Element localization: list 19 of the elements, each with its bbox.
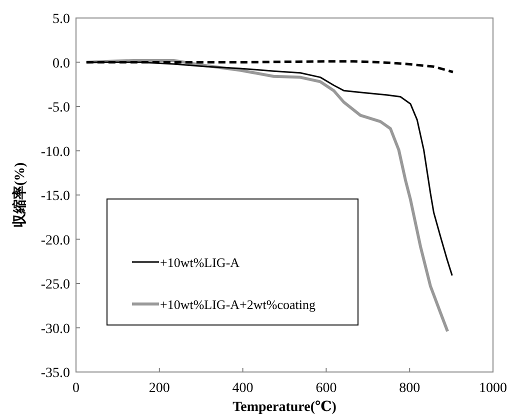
y-tick-label: -30.0 [40,322,70,337]
x-tick-label: 600 [316,381,337,396]
x-tick-label: 1000 [479,381,507,396]
y-tick-label: 0.0 [52,56,70,72]
y-axis-title: 収縮率(%) [11,162,28,228]
y-tick-label: -5.0 [48,100,70,116]
y-tick-label: -10.0 [40,144,70,160]
x-tick-label: 800 [399,381,420,396]
y-tick-label: -35.0 [40,366,70,381]
x-axis-title: Temperature(℃) [232,400,337,414]
y-tick-label: 5.0 [52,12,70,27]
x-tick-label: 200 [148,381,170,396]
y-tick-label: -25.0 [40,278,70,292]
legend-label: +10wt%LIG-A [160,255,240,270]
y-tick-label: -15.0 [40,189,70,204]
x-tick-label: 400 [232,381,254,396]
x-tick-label: 0 [72,381,80,396]
y-tick-label: -20.0 [40,233,70,248]
legend-label: +10wt%LIG-A+2wt%coating [160,297,316,312]
